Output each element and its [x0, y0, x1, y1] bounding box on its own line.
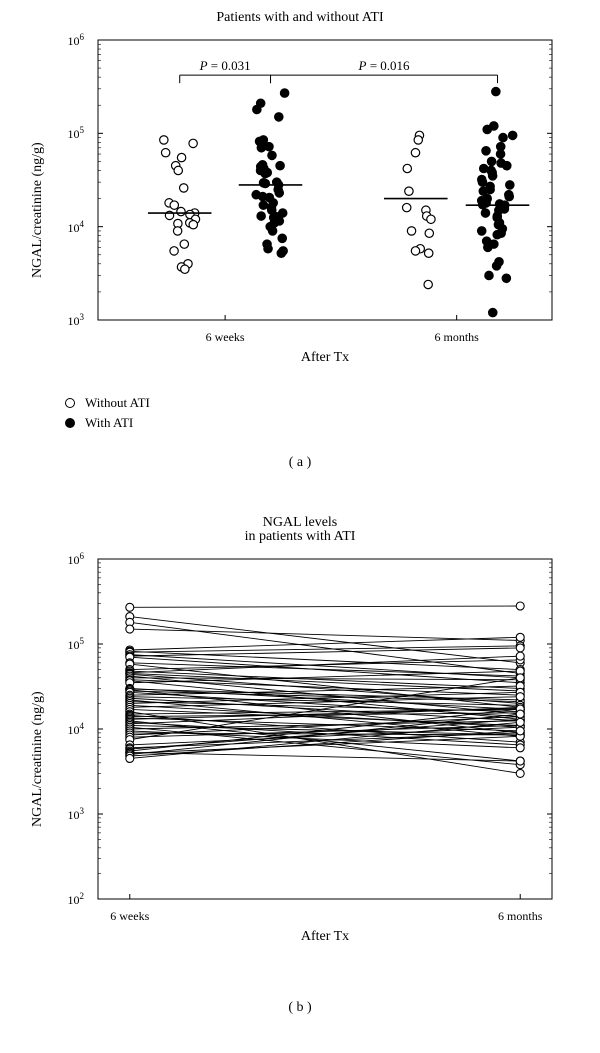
chart-a-ytick-label: 105 [68, 125, 85, 142]
legend-marker-open [65, 398, 75, 408]
chart-b-xtick-label: 6 months [485, 909, 555, 924]
chart-a-svg: P = 0.031 P = 0.016 [90, 28, 560, 328]
chart-a-wrap: Patients with and without ATI NGAL/creat… [40, 10, 560, 366]
chart-a-yticks: 103 104 105 106 [40, 28, 88, 328]
chart-b-wrap: NGAL levels in patients with ATI NGAL/cr… [40, 515, 560, 945]
chart-b-yticks: 102 103 104 105 106 [40, 547, 88, 907]
chart-b-ytick-label: 103 [68, 806, 85, 823]
chart-b-title-line2: in patients with ATI [40, 529, 560, 545]
chart-a-title: Patients with and without ATI [40, 10, 560, 26]
chart-b-ytick-label: 102 [68, 891, 85, 908]
chart-a-ytick-label: 106 [68, 32, 85, 49]
figure-container: Patients with and without ATI NGAL/creat… [0, 0, 600, 1053]
chart-b-ytick-label: 105 [68, 636, 85, 653]
chart-b-xlabel: After Tx [90, 929, 560, 945]
chart-a-xticks: 6 weeks 6 months [90, 328, 560, 346]
svg-text:P = 0.031: P = 0.031 [199, 58, 251, 73]
panel-label-b: ( b ) [0, 1000, 600, 1016]
chart-b-ytick-label: 104 [68, 721, 85, 738]
legend-row-with-ati: With ATI [65, 415, 150, 431]
chart-b-xtick-label: 6 weeks [95, 909, 165, 924]
chart-a-xtick-label: 6 weeks [195, 330, 255, 345]
chart-b-svg [90, 547, 560, 907]
chart-b-xticks: 6 weeks 6 months [90, 907, 560, 925]
chart-a-xtick-label: 6 months [427, 330, 487, 345]
chart-a-ytick-label: 104 [68, 219, 85, 236]
legend-label-without-ati: Without ATI [85, 395, 150, 411]
chart-a-xlabel: After Tx [90, 350, 560, 366]
chart-a-ytick-label: 103 [68, 312, 85, 329]
legend-label-with-ati: With ATI [85, 415, 133, 431]
panel-label-a: ( a ) [0, 455, 600, 471]
svg-text:P = 0.016: P = 0.016 [357, 58, 410, 73]
chart-b-ytick-label: 106 [68, 551, 85, 568]
legend: Without ATI With ATI [65, 395, 150, 435]
legend-row-without-ati: Without ATI [65, 395, 150, 411]
legend-marker-filled [65, 418, 75, 428]
